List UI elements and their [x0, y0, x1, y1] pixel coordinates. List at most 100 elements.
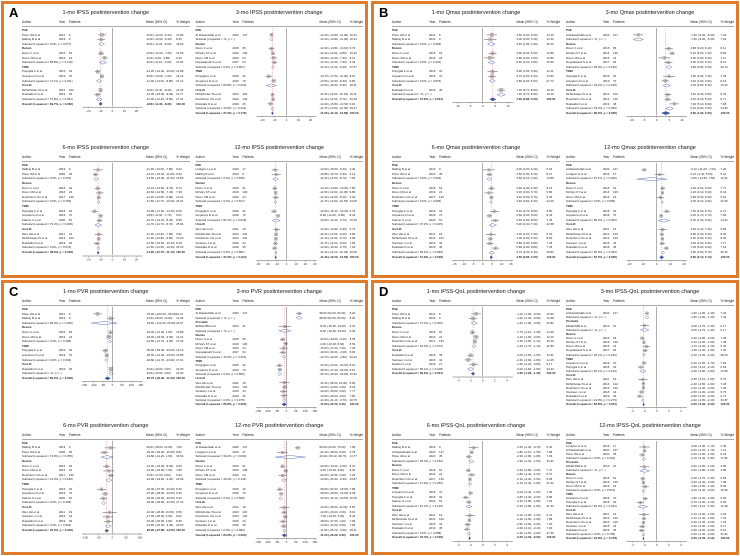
point-estimate: [488, 169, 490, 170]
study-weight: 18.93: [176, 41, 184, 46]
study-patients: 32: [242, 74, 246, 78]
point-estimate: [97, 187, 99, 189]
effect-size-text: 5.30 (3.30, 7.30): [516, 222, 538, 227]
study-author: Dixon CM et al: [195, 345, 215, 350]
effect-size-text: -13.20 (-15.80, -10.60): [319, 101, 349, 106]
subtotal-row: Subtotal (I-squared = 0.0%, p = 0.850) -3…: [196, 372, 364, 376]
group-label: UroLift: [392, 227, 560, 231]
group-label: UroLift: [22, 83, 190, 87]
study-weight: 7.53: [349, 176, 356, 181]
group-name: TIND: [22, 203, 29, 208]
overall-row: Overall (I-squared = 48.0%, p = 0.029) -1…: [22, 250, 190, 254]
study-row: Dixon C et al 2015 64 -1.70 (-2.10, -1.30) 1…: [392, 330, 560, 334]
study-author: Malling B et al: [22, 445, 41, 450]
header-patients: Patients: [613, 432, 625, 437]
study-weight: 8.25: [176, 37, 182, 42]
point-estimate: [493, 210, 495, 212]
point-estimate: [298, 313, 300, 314]
forest-plot: 6-mo PVR postintervention change Author Ye…: [22, 423, 190, 551]
effect-size-text: -7.30 (-9.30, -5.30): [690, 32, 715, 37]
point-estimate: [100, 39, 102, 40]
study-row: Kadner G et al 2020 51 6.60 (4.60, 8.60) 7.4…: [392, 218, 560, 222]
study-author: Subtotal (I-squared = 27.9%, p = 0.250): [392, 481, 443, 486]
study-weight: 27.74: [546, 78, 554, 83]
study-author: Sonksen J et al: [392, 240, 412, 245]
study-author: Subtotal (I-squared = 62.0%, p = 0.072): [392, 343, 443, 348]
study-author: Al Rawashdah et al: [195, 32, 221, 37]
study-weight: 4.40: [349, 167, 356, 172]
effect-size-text: -9.00 (-28.00, 10.00): [145, 316, 173, 321]
column-headers: Author Year Patients Mean (95% CI)% Weight: [22, 433, 190, 440]
study-row: Dixon C et al 2015 65 -2.40 (-2.80, -2.00) 7…: [566, 336, 734, 340]
effect-size-text: -12.40 (-14.80, -10.00): [319, 185, 349, 190]
point-estimate: [110, 474, 112, 476]
forest-svg: -20 -10 0 10 20: [82, 28, 143, 113]
point-estimate: [282, 525, 284, 526]
study-author: Subtotal (I-squared = 0.0%, p = 0.426): [392, 60, 442, 65]
effect-size-text: -11.20 (-12.10, -10.30): [319, 249, 349, 254]
effect-size-text: -11.00 (-38.00, 16.00): [319, 380, 348, 385]
study-row: Elhilali MM et al 2013 21 -8.00 (-40.00, 24…: [196, 324, 364, 328]
effect-size-text: -11.20 (-14.60, -7.80): [145, 231, 174, 236]
point-estimate: [666, 210, 668, 212]
study-year: 2019: [602, 444, 610, 449]
study-author: Overall (I-squared = 69.7%, p = 0.000): [22, 101, 73, 106]
effect-size-text: -79.00 (-102.00, -56.00): [145, 311, 177, 316]
study-row: Porpiglia F et al 2015 32 7.30 (4.90, 9.70)…: [566, 209, 734, 213]
study-weight: 9.05: [546, 194, 553, 199]
study-year: 2016: [428, 334, 436, 339]
group-name: UroLift: [566, 87, 576, 92]
x-tick-label: -10: [98, 109, 103, 113]
study-row: Woo HH et al 2011 19 -2.10 (-2.90, -1.30) 5.…: [392, 513, 560, 517]
study-author: Subtotal (I-squared = 0.0%, p = 0.705): [566, 532, 616, 537]
study-patients: 45: [439, 87, 443, 92]
study-year: 2013: [602, 92, 610, 97]
forest-svg: -30 -20 -10 0 10 20 30: [256, 162, 316, 266]
study-row: Amparore D et al 2019 70 3.40 (1.90, 4.90) 8…: [566, 79, 734, 83]
study-author: McVary KT et al: [566, 190, 587, 195]
study-row: Roehrborn CG et al 2013 140 -11.10 (-12.50,…: [196, 236, 364, 240]
study-row: Roehrborn CG et al 2013 140 -2.20 (-2.40, -…: [566, 520, 734, 524]
study-year: 2019: [428, 167, 436, 172]
x-tick-label: 50: [294, 409, 298, 413]
study-year: 2019: [232, 78, 239, 83]
study-author: Amparore D et al: [195, 491, 218, 496]
group-label: Rezum: [22, 46, 190, 50]
study-author: Overall (I-squared = 42.4%, p = 0.046): [392, 535, 443, 540]
header-year: Year: [232, 20, 239, 24]
study-author: Rukstalis D et al: [195, 393, 217, 398]
study-weight: 4.94: [720, 512, 727, 517]
subtotal-row: Subtotal (I-squared = 45.9%, p = 0.136) 4…: [566, 65, 734, 69]
study-weight: 9.60: [349, 231, 356, 236]
effect-size-text: -11.60 (-14.50, -8.70): [319, 176, 347, 181]
study-author: Subtotal (I-squared = 93.0%, p = 0.000): [22, 320, 73, 325]
study-weight: 6.86: [546, 494, 553, 499]
group-name: PAE: [566, 307, 572, 311]
x-tick-label: -50: [101, 383, 106, 387]
study-author: Sonksen J et al: [195, 240, 216, 245]
study-weight: 9.25: [176, 463, 182, 468]
study-patients: 61: [242, 463, 246, 468]
plot-title: 6-mo IPSS-QoL postintervention change: [426, 422, 526, 429]
effect-size-text: -2.70 (-3.30, -2.10): [690, 500, 715, 505]
x-tick-label: -10: [641, 262, 646, 266]
study-author: Dixon CM et al: [22, 55, 41, 60]
point-estimate: [641, 337, 643, 339]
study-weight: 100.00: [176, 249, 185, 254]
x-tick-label: 0: [482, 104, 484, 108]
study-year: 2015: [428, 467, 436, 472]
study-weight: 21.94: [176, 60, 184, 65]
study-weight: 10.68: [176, 32, 184, 37]
group-name: PAE: [566, 28, 572, 32]
study-year: 2016: [602, 55, 610, 60]
study-weight: 5.41: [546, 512, 553, 517]
study-weight: 27.01: [176, 357, 184, 362]
study-patients: 140: [242, 236, 248, 241]
point-estimate: [106, 465, 108, 467]
group-label: PAE: [566, 307, 734, 311]
effect-size-text: -1.70 (-2.30, -1.10): [690, 344, 715, 349]
header-author: Author: [392, 299, 402, 303]
x-tick-label: -10: [629, 118, 634, 122]
effect-size-text: -10.90 (-15.10, -6.70): [319, 217, 347, 222]
subtotal-row: Subtotal (I-squared = 27.9%, p = 0.250) -…: [392, 481, 560, 485]
